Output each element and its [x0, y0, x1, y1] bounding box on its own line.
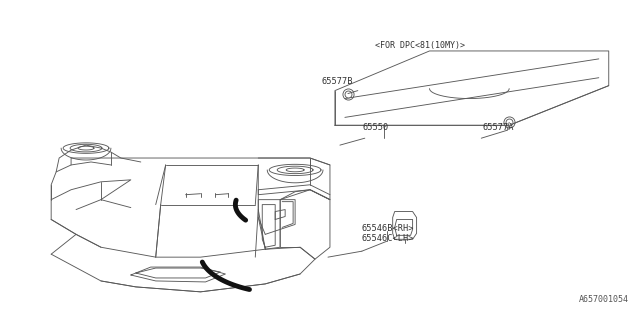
Text: 65577A: 65577A [483, 123, 514, 132]
Text: 65550: 65550 [363, 123, 389, 132]
Text: A657001054: A657001054 [579, 295, 628, 304]
Text: 65577B: 65577B [322, 77, 353, 86]
Text: 65546B<RH>: 65546B<RH> [362, 224, 414, 233]
Text: <FOR DPC<81(10MY)>: <FOR DPC<81(10MY)> [375, 41, 465, 50]
Text: 65546C<LH>: 65546C<LH> [362, 234, 414, 243]
